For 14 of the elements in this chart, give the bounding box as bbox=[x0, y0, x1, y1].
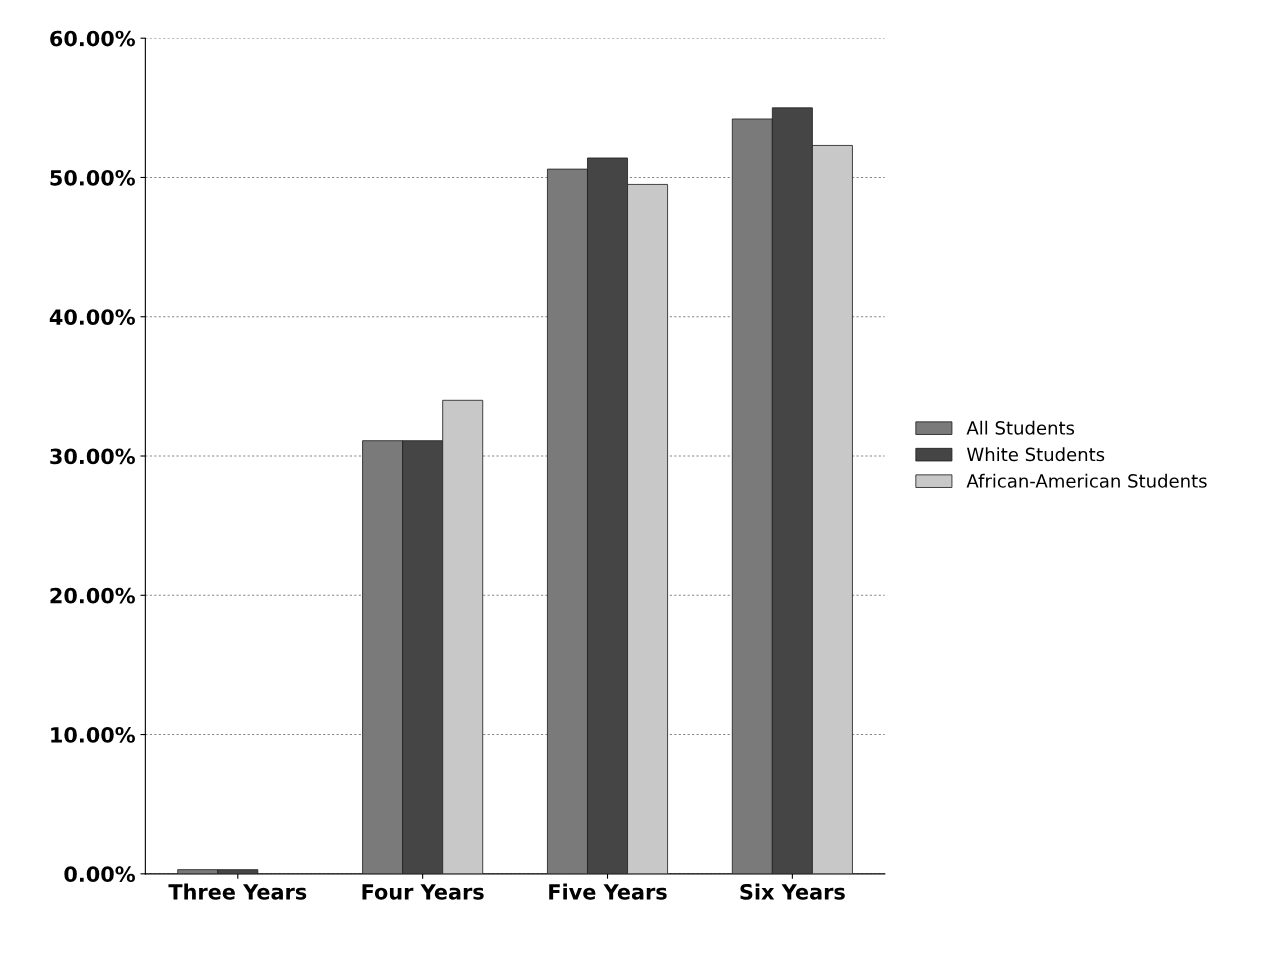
y-tick-label: 30.00% bbox=[50, 448, 135, 465]
x-tick-label: Five Years bbox=[549, 883, 667, 900]
x-tick-label: Six Years bbox=[740, 883, 845, 900]
x-tick-label: Three Years bbox=[168, 883, 307, 900]
legend-label: White Students bbox=[967, 447, 1105, 462]
x-tick-label: Four Years bbox=[362, 884, 484, 900]
y-tick-label: 20.00% bbox=[50, 587, 135, 604]
y-tick-label: 10.00% bbox=[51, 727, 135, 743]
legend-label: African-American Students bbox=[966, 473, 1207, 488]
y-tick-label: 50.00% bbox=[50, 169, 135, 186]
y-tick-label: 40.00% bbox=[49, 309, 135, 325]
y-tick-label: 0.00% bbox=[64, 866, 135, 883]
legend-label: All Students bbox=[966, 420, 1075, 435]
y-tick-label: 60.00% bbox=[50, 30, 135, 47]
